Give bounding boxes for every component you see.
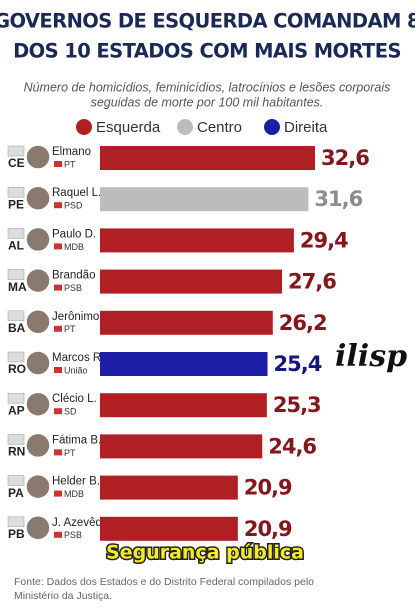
party-logo xyxy=(54,325,62,332)
bar xyxy=(100,310,273,335)
bar xyxy=(100,475,238,500)
governor-name: Marcos R. xyxy=(52,352,104,364)
party-label: MDB xyxy=(64,242,84,252)
state-label: PE xyxy=(8,197,24,211)
avatar xyxy=(25,432,51,459)
legend-swatch xyxy=(177,119,193,135)
party-logo xyxy=(54,284,62,291)
value-label: 32,6 xyxy=(321,146,369,170)
party-label: PT xyxy=(64,159,76,169)
avatar xyxy=(25,309,51,335)
legend-label: Centro xyxy=(197,119,242,136)
chart-title: DOS 10 ESTADOS COM MAIS MORTES xyxy=(13,40,401,63)
state-label: MA xyxy=(8,280,27,294)
state-label: RO xyxy=(8,362,26,376)
party-logo xyxy=(54,367,62,373)
avatar xyxy=(25,185,51,211)
party-label: SD xyxy=(64,407,77,417)
avatar xyxy=(25,473,51,500)
governor-name: Paulo D. xyxy=(52,228,96,240)
governor-name: J. Azevêdo xyxy=(52,517,108,529)
bar xyxy=(100,516,238,541)
flag xyxy=(7,269,25,280)
value-label: 20,9 xyxy=(244,476,292,500)
avatar xyxy=(25,350,51,376)
governor-name: Elmano xyxy=(52,146,91,158)
legend-label: Direita xyxy=(284,119,328,136)
governor-name: Brandão xyxy=(52,270,95,282)
flag xyxy=(7,434,25,445)
source: Fonte: Dados dos Estados e do Distrito F… xyxy=(14,576,314,588)
party-logo xyxy=(54,408,62,415)
avatar xyxy=(25,267,51,294)
value-label: 25,3 xyxy=(273,393,321,417)
state-label: BA xyxy=(8,321,26,335)
party-label: PSD xyxy=(64,201,83,211)
subtitle: Número de homicídios, feminicídios, latr… xyxy=(24,80,391,94)
value-label: 20,9 xyxy=(244,517,292,541)
value-label: 26,2 xyxy=(279,311,327,335)
governor-name: Jerônimo xyxy=(52,311,99,323)
value-label: 24,6 xyxy=(268,434,316,458)
flag xyxy=(7,186,25,198)
state-label: CE xyxy=(8,156,25,170)
chart-title: GOVERNOS DE ESQUERDA COMANDAM 8 xyxy=(0,10,415,33)
bar xyxy=(100,393,267,418)
state-label: RN xyxy=(8,445,25,459)
state-label: PA xyxy=(8,486,24,500)
tag: Segurança pública xyxy=(106,542,304,564)
bar xyxy=(100,228,294,253)
source: Ministério da Justiça. xyxy=(14,590,112,602)
value-label: 25,4 xyxy=(274,352,322,376)
state-label: AP xyxy=(8,403,25,417)
party-label: PSB xyxy=(64,283,82,293)
avatar xyxy=(25,144,51,170)
avatar xyxy=(25,515,51,541)
value-label: 31,6 xyxy=(314,187,362,211)
party-logo xyxy=(54,531,62,538)
flag xyxy=(7,145,25,157)
bar xyxy=(100,146,315,170)
flag xyxy=(7,392,25,404)
legend-label: Esquerda xyxy=(96,119,161,136)
legend-swatch xyxy=(264,119,280,135)
party-label: MDB xyxy=(64,489,84,499)
party-logo xyxy=(54,243,62,250)
bar xyxy=(100,269,283,294)
governor-name: Clécio L. xyxy=(52,393,97,405)
flag xyxy=(7,228,25,239)
party-logo xyxy=(54,161,62,167)
party-logo xyxy=(54,490,62,497)
bar xyxy=(100,434,263,459)
party-label: PT xyxy=(64,448,76,458)
state-label: PB xyxy=(8,527,25,541)
governor-name: Fátima B. xyxy=(52,434,101,446)
party-logo xyxy=(54,202,62,209)
value-label: 27,6 xyxy=(288,270,336,294)
party-logo xyxy=(54,449,62,456)
flag xyxy=(7,351,25,363)
governor-name: Helder B. xyxy=(52,476,100,488)
party-label: PSB xyxy=(64,530,82,540)
flag xyxy=(7,516,25,528)
governor-name: Raquel L. xyxy=(52,187,101,199)
bar xyxy=(100,187,309,212)
legend-swatch xyxy=(76,119,92,135)
flag xyxy=(7,310,25,322)
party-label: União xyxy=(64,365,88,375)
avatar xyxy=(25,391,51,417)
state-label: AL xyxy=(8,239,24,253)
avatar xyxy=(25,226,51,253)
subtitle: seguidas de morte por 100 mil habitantes… xyxy=(91,95,324,109)
brand: ilisp xyxy=(335,339,407,374)
party-label: PT xyxy=(64,324,76,334)
value-label: 29,4 xyxy=(300,228,348,252)
bar xyxy=(100,352,268,376)
flag xyxy=(7,475,25,486)
